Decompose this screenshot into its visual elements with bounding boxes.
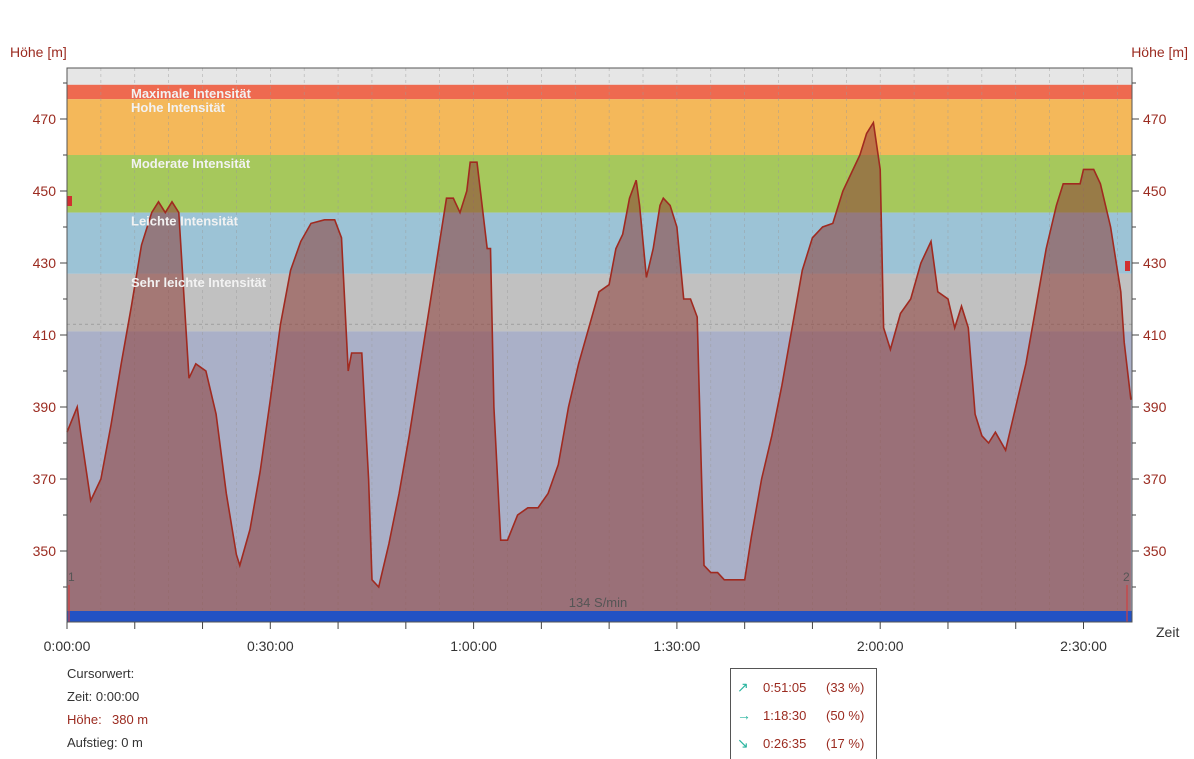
y-tick-label-left: 390 bbox=[33, 399, 57, 415]
y-tick-label-right: 470 bbox=[1143, 111, 1167, 127]
x-tick-label: 1:00:00 bbox=[450, 638, 497, 654]
y-tick-label-left: 410 bbox=[33, 327, 57, 343]
y-tick-label-left: 450 bbox=[33, 183, 57, 199]
intensity-zone-band bbox=[67, 155, 1132, 213]
elevation-series bbox=[66, 120, 1132, 611]
stat-row-descent: ↘ 0:26:35 (17 %) bbox=[731, 735, 876, 757]
elevation-line bbox=[66, 120, 1132, 589]
y-tick-label-right: 350 bbox=[1143, 543, 1167, 559]
y-tick-label-left: 430 bbox=[33, 255, 57, 271]
intensity-zone-band bbox=[67, 84, 1132, 100]
stat-time: 0:51:05 bbox=[763, 680, 807, 695]
cursor-ascent: Aufstieg: 0 m bbox=[67, 735, 143, 750]
chart-axes: 350 350 370 370 390 390 410 410 430 430 450 450 470 4… bbox=[33, 67, 1167, 654]
cursor-elevation-value: 380 m bbox=[112, 712, 149, 727]
zone-label: Hohe Intensität bbox=[131, 100, 226, 115]
x-tick-label: 0:30:00 bbox=[247, 638, 294, 654]
x-tick-label: 2:30:00 bbox=[1060, 638, 1107, 654]
stat-time: 1:18:30 bbox=[763, 708, 807, 723]
y-axis-label-right: Höhe [m] bbox=[1131, 44, 1188, 60]
y-tick-label-right: 390 bbox=[1143, 399, 1167, 415]
intensity-zone-band bbox=[67, 99, 1132, 155]
zone-label: Leichte Intensität bbox=[131, 214, 239, 229]
x-tick-label: 0:00:00 bbox=[44, 638, 91, 654]
y-tick-label-right: 450 bbox=[1143, 183, 1167, 199]
chart-overlay: 134 S/min 1 2 bbox=[67, 196, 1132, 622]
y-tick-label-right: 370 bbox=[1143, 471, 1167, 487]
cursor-indicator-right bbox=[1125, 261, 1130, 271]
y-axis-label-left: Höhe [m] bbox=[10, 44, 67, 60]
end-marker: 2 bbox=[1123, 570, 1130, 584]
cursor-time: Zeit: 0:00:00 bbox=[67, 689, 140, 704]
zone-label: Maximale Intensität bbox=[131, 86, 252, 101]
stat-percent: (50 %) bbox=[826, 708, 865, 723]
y-tick-label-left: 470 bbox=[33, 111, 57, 127]
plot-frame bbox=[66, 67, 1133, 623]
stat-time: 0:26:35 bbox=[763, 736, 807, 751]
stat-row-flat: → 1:18:30 (50 %) bbox=[731, 707, 876, 729]
intensity-zone-band bbox=[67, 212, 1132, 274]
y-tick-label-right: 430 bbox=[1143, 255, 1167, 271]
zone-label: Moderate Intensität bbox=[131, 156, 251, 171]
gradient-stats-box: ↗ 0:51:05 (33 %) → 1:18:30 (50 %) ↘ 0:26… bbox=[730, 668, 877, 759]
stat-percent: (33 %) bbox=[826, 680, 865, 695]
cadence-bar bbox=[67, 611, 1132, 622]
x-tick-label: 1:30:00 bbox=[654, 638, 701, 654]
y-tick-label-left: 350 bbox=[33, 543, 57, 559]
cadence-label: 134 S/min bbox=[569, 595, 628, 610]
cursor-indicator-left bbox=[67, 196, 72, 206]
y-tick-label-right: 410 bbox=[1143, 327, 1167, 343]
elevation-area bbox=[67, 122, 1131, 611]
y-tick-label-left: 370 bbox=[33, 471, 57, 487]
arrow-down-right-icon: ↘ bbox=[737, 735, 749, 751]
start-marker: 1 bbox=[68, 570, 75, 584]
cursor-title: Cursorwert: bbox=[67, 666, 135, 681]
stat-row-ascent: ↗ 0:51:05 (33 %) bbox=[731, 679, 876, 701]
arrow-up-right-icon: ↗ bbox=[737, 679, 749, 695]
arrow-right-icon: → bbox=[737, 707, 751, 723]
zone-label: Sehr leichte Intensität bbox=[131, 275, 267, 290]
cursor-elevation-label: Höhe: bbox=[67, 712, 102, 727]
stat-percent: (17 %) bbox=[826, 736, 865, 751]
x-axis-label: Zeit bbox=[1156, 624, 1179, 640]
x-tick-label: 2:00:00 bbox=[857, 638, 904, 654]
